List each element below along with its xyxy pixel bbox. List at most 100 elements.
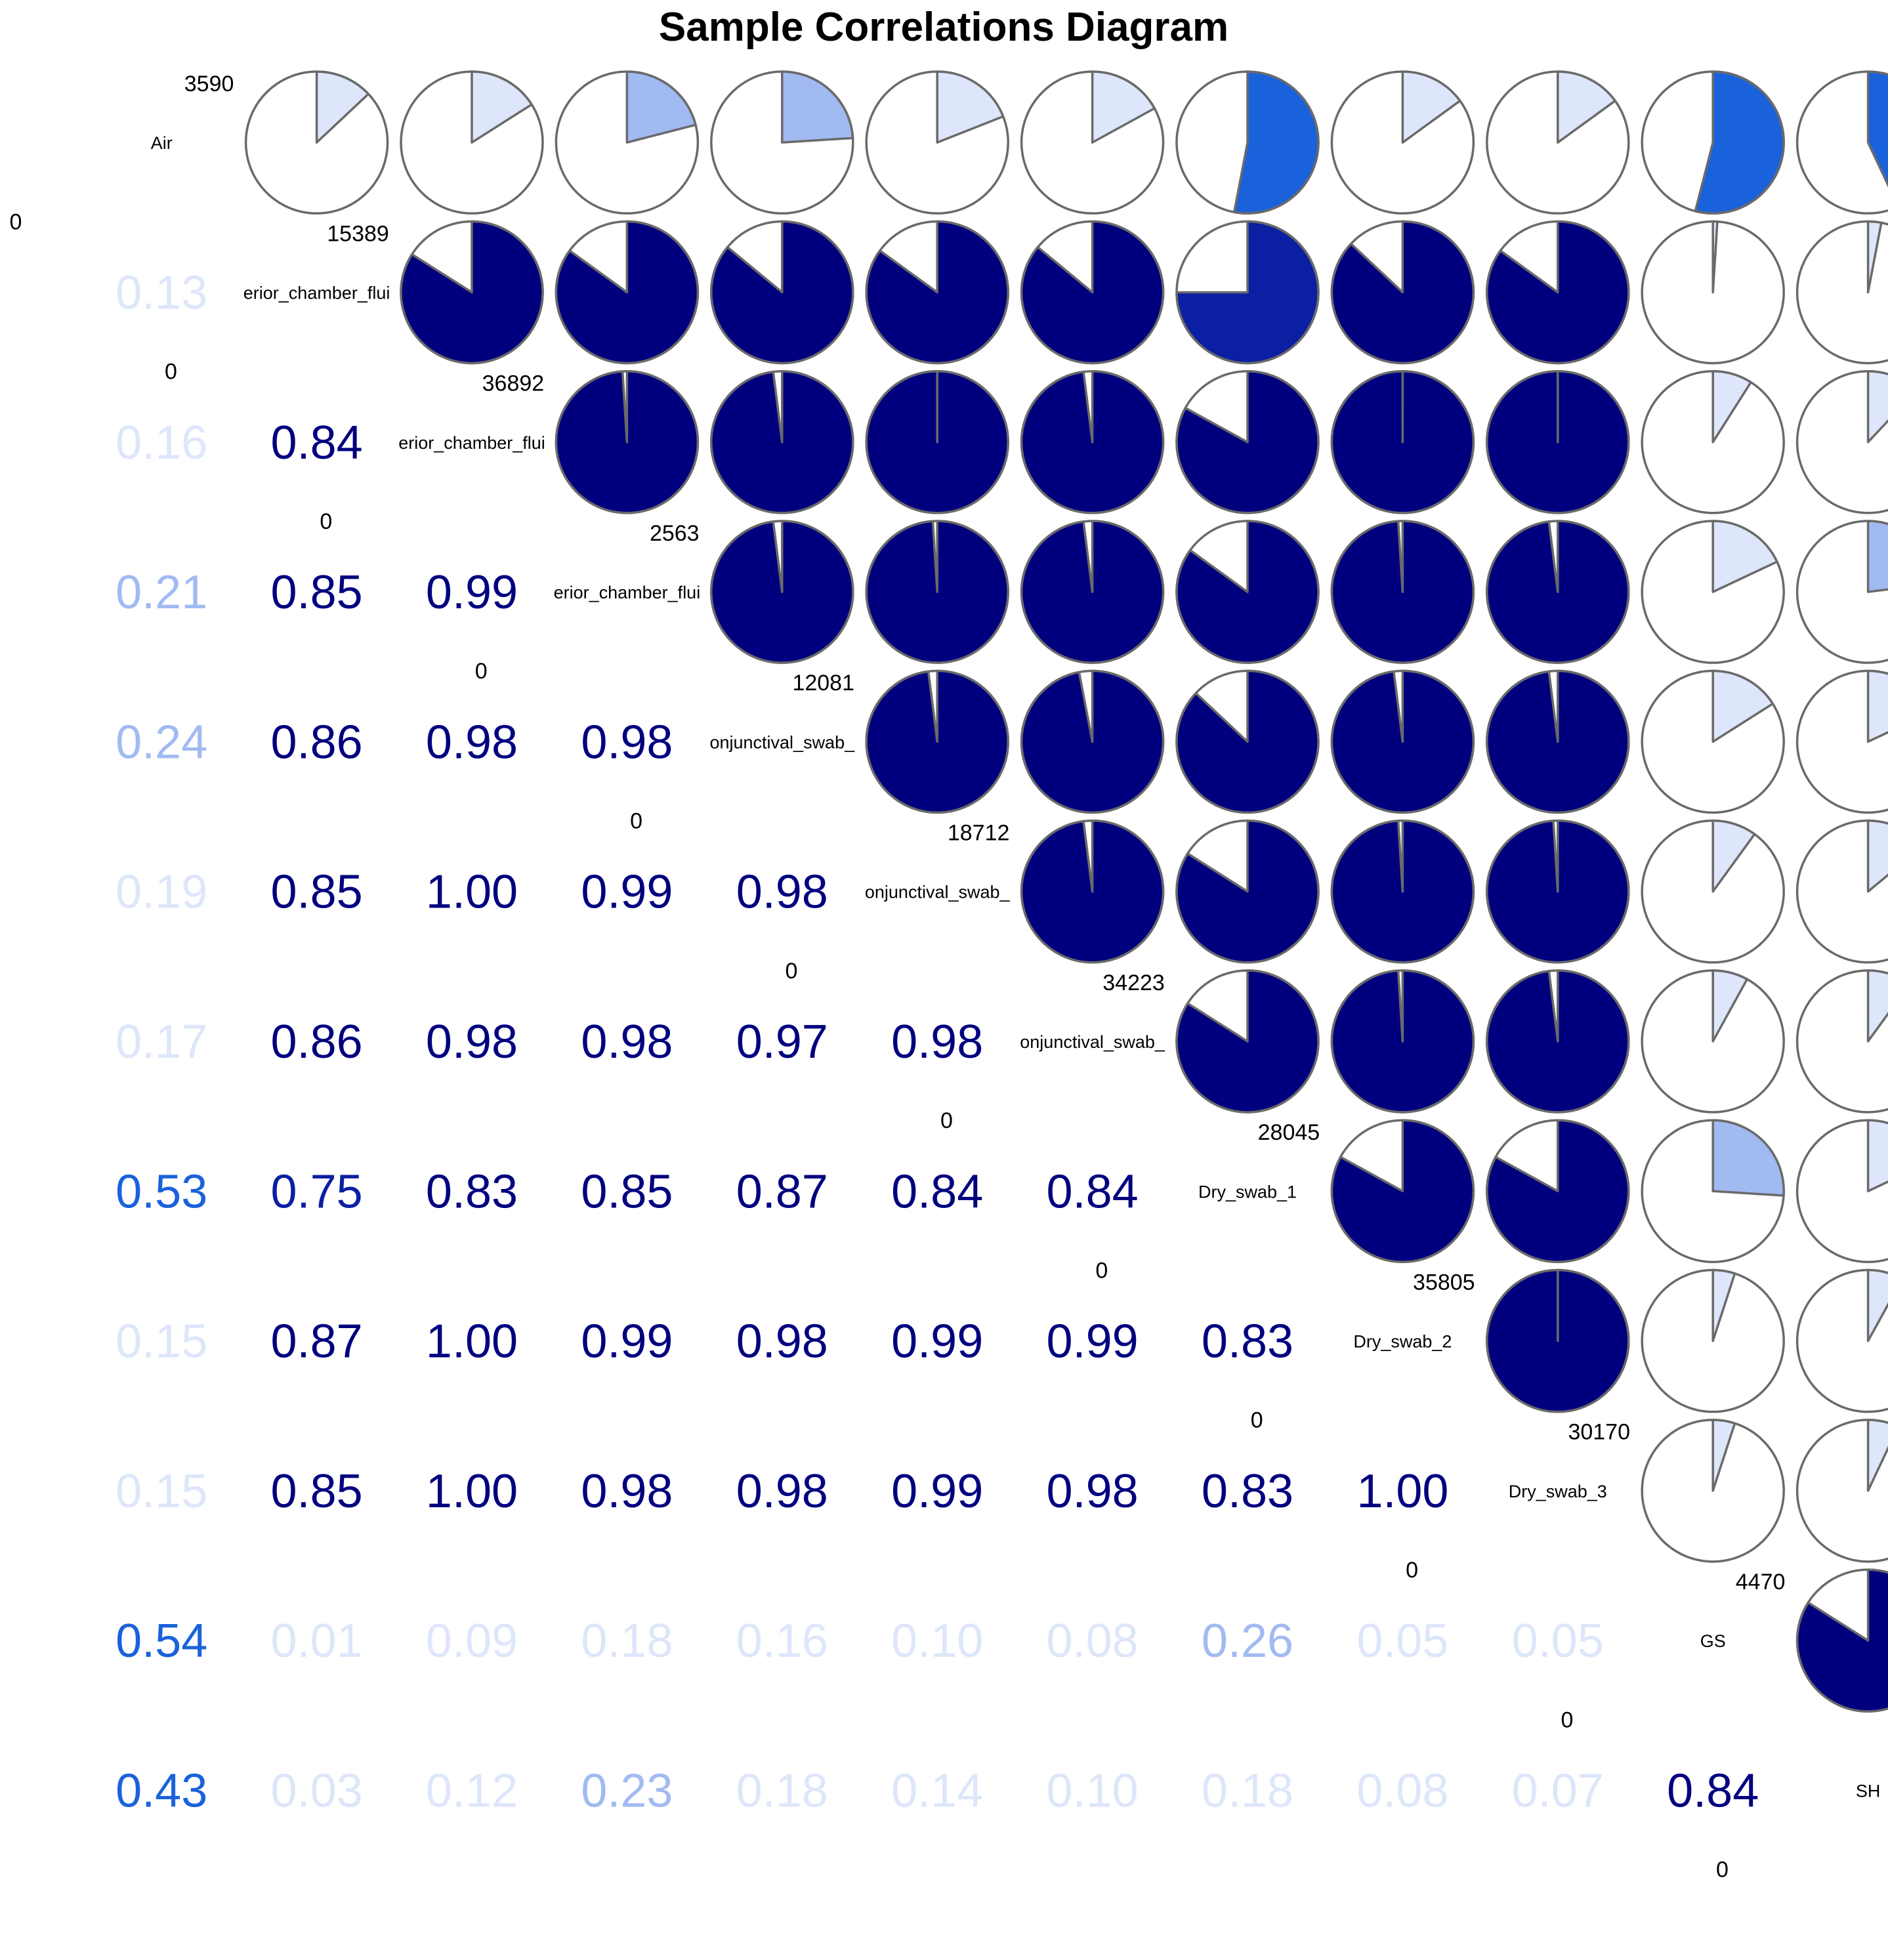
pie-wedge [1486,969,1630,1114]
variable-label: erior_chamber_flui [243,283,390,302]
correlation-pie [1795,669,1888,814]
correlation-value: 0.16 [115,417,207,469]
correlation-value: 0.18 [1202,1764,1293,1817]
correlation-value: 0.85 [581,1165,673,1218]
correlation-value: 0.87 [271,1316,363,1368]
variable-label: Air [151,133,173,153]
pie-wedge [1486,1119,1630,1263]
correlation-pie [1175,70,1320,215]
pie-wedge [1866,520,1888,593]
pie-wedge [1486,819,1630,964]
pie-wedge [555,220,700,365]
correlation-value: 0.86 [271,716,363,768]
pie-wedge [1795,1568,1888,1713]
diagonal-cell: Dry_swab_1 28045 0 [1095,1120,1320,1283]
pie-wedge [471,70,533,144]
pie-wedge [1175,220,1320,365]
correlation-pie [1795,370,1888,514]
pie-wedge [555,370,700,514]
pie-wedge [1330,220,1475,365]
correlation-value: 0.84 [271,417,363,469]
correlation-pie [1486,220,1630,365]
correlation-value: 0.75 [271,1165,363,1218]
correlation-value: 0.85 [271,566,363,619]
pie-wedge [1866,1419,1888,1492]
correlation-value: 0.85 [271,866,363,919]
correlation-pie [1020,819,1165,964]
pie-wedge [1233,70,1320,215]
correlation-value: 0.98 [581,1465,673,1518]
correlation-value: 0.98 [891,1016,983,1068]
correlation-pie [1330,969,1475,1114]
pie-wedge [1330,969,1475,1114]
correlation-value: 0.09 [426,1615,518,1667]
correlation-value: 0.24 [115,716,207,768]
pie-wedge [1175,669,1320,814]
correlation-value: 0.01 [271,1615,363,1667]
correlation-pie [1486,520,1630,664]
correlation-pie [1641,70,1785,215]
correlation-pie [865,520,1009,664]
correlation-value: 0.84 [1667,1764,1759,1817]
pie-wedge [865,370,1009,514]
correlation-value: 0.99 [581,1316,673,1368]
correlation-pie [400,220,544,365]
correlation-pie [1486,669,1630,814]
correlation-value: 0.99 [1047,1316,1139,1368]
correlation-value: 0.21 [115,566,207,619]
pie-wedge [1175,969,1320,1114]
correlation-value: 0.03 [271,1764,363,1817]
min-label: 0 [786,959,798,984]
correlation-pie [1641,669,1785,814]
pie-wedge [1020,220,1165,365]
pie-wedge [1091,70,1156,144]
pie-wedge [1020,819,1165,964]
max-label: 12081 [792,671,854,696]
correlation-pie [555,220,700,365]
correlation-value: 0.26 [1202,1615,1293,1667]
pie-wedge [1175,819,1320,964]
diagonal-cell: Dry_swab_2 35805 0 [1251,1270,1475,1432]
variable-label: Dry_swab_2 [1353,1332,1452,1352]
correlation-pie [1020,370,1165,514]
max-label: 30170 [1568,1420,1630,1445]
correlation-pie [400,70,544,215]
pie-wedge [1711,669,1774,743]
max-label: 28045 [1258,1120,1320,1145]
pie-wedge [1711,220,1719,294]
correlation-value: 0.85 [271,1465,363,1518]
correlation-value: 0.18 [581,1615,673,1667]
pie-wedge [1866,1268,1888,1343]
correlation-pie [1175,669,1320,814]
correlation-value: 0.99 [891,1465,983,1518]
min-label: 0 [165,360,177,385]
pie-wedge [1175,520,1320,664]
pie-wedge [1711,969,1748,1043]
correlation-value: 0.98 [736,1465,828,1518]
correlation-value: 0.13 [115,266,207,319]
correlation-pie [1486,1119,1630,1263]
max-label: 2563 [650,521,700,546]
correlation-value: 0.15 [115,1465,207,1518]
correlation-value: 0.14 [891,1764,983,1817]
pie-wedge [865,520,1009,664]
correlation-pie [1641,1268,1785,1413]
correlation-value: 0.98 [1047,1465,1139,1518]
correlation-pie [1020,520,1165,664]
correlation-pie [710,520,854,664]
correlation-value: 0.16 [736,1615,828,1667]
correlation-pie [1795,1119,1888,1263]
max-label: 18712 [948,821,1010,846]
variable-label: SH [1856,1781,1881,1801]
correlation-value: 0.08 [1356,1764,1448,1817]
correlation-pie [555,70,700,215]
min-label: 0 [630,809,642,834]
correlation-value: 0.99 [891,1316,983,1368]
correlation-value: 0.05 [1512,1615,1604,1667]
max-label: 34223 [1102,970,1165,995]
pie-wedge [710,220,854,365]
min-label: 0 [475,659,488,684]
correlation-value: 0.18 [736,1764,828,1817]
pie-wedge [865,220,1009,365]
